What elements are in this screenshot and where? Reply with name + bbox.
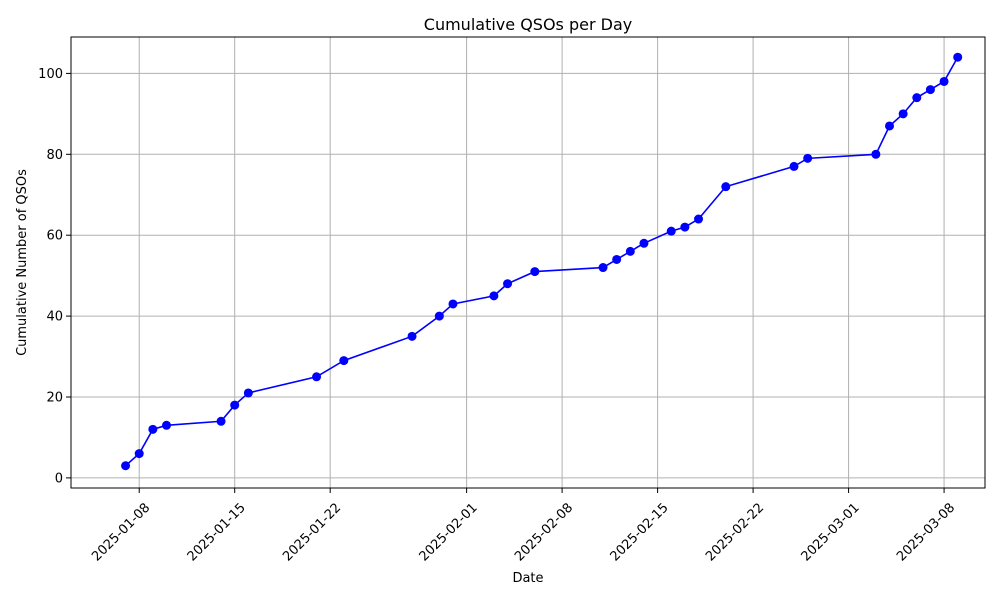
data-point [598, 263, 608, 273]
y-tick-label: 40 [46, 310, 63, 325]
x-tick-label: 2025-01-15 [185, 500, 249, 564]
data-point [885, 121, 895, 131]
x-tick-label: 2025-01-22 [280, 500, 344, 564]
data-point [530, 267, 540, 277]
data-point [407, 331, 417, 341]
data-point [161, 420, 171, 430]
y-axis-ticks: 0 20 40 60 80 100 [38, 67, 71, 486]
data-point [503, 279, 513, 289]
data-point [912, 93, 922, 103]
data-point [789, 161, 799, 171]
y-tick-label: 100 [38, 67, 63, 82]
data-point [803, 153, 813, 163]
y-tick-label: 60 [46, 229, 63, 244]
data-point [230, 400, 240, 410]
chart-title: Cumulative QSOs per Day [424, 15, 632, 34]
data-point [216, 416, 226, 426]
data-point [312, 372, 322, 382]
x-tick-label: 2025-01-08 [89, 500, 153, 564]
data-point [925, 85, 935, 95]
data-point [134, 449, 144, 459]
data-point [339, 356, 349, 366]
grid-lines [71, 37, 985, 488]
x-tick-label: 2025-02-08 [512, 500, 576, 564]
data-point [680, 222, 690, 232]
data-point [625, 246, 635, 256]
x-axis-label: Date [512, 571, 543, 586]
data-point [448, 299, 458, 309]
x-tick-label: 2025-02-01 [417, 500, 481, 564]
data-point [953, 52, 963, 62]
y-axis-label: Cumulative Number of QSOs [15, 169, 30, 356]
data-point [721, 182, 731, 192]
y-tick-label: 20 [46, 390, 63, 405]
y-tick-label: 80 [46, 148, 63, 163]
series-layer [121, 52, 963, 471]
data-point [489, 291, 499, 301]
series-line [125, 56, 959, 467]
data-point [898, 109, 908, 119]
data-point [148, 424, 158, 434]
x-tick-label: 2025-02-22 [703, 500, 767, 564]
data-point [639, 238, 649, 248]
y-tick-label: 0 [55, 471, 63, 486]
x-tick-label: 2025-03-08 [894, 500, 958, 564]
data-point [434, 311, 444, 321]
x-axis-ticks: 2025-01-08 2025-01-15 2025-01-22 2025-02-01… [89, 488, 958, 564]
data-point [871, 149, 881, 159]
data-point [666, 226, 676, 236]
data-point [694, 214, 704, 224]
x-tick-label: 2025-02-15 [608, 500, 672, 564]
data-point [243, 388, 253, 398]
x-tick-label: 2025-03-01 [799, 500, 863, 564]
data-point [612, 254, 622, 264]
plot-area-frame [70, 36, 986, 489]
data-point [121, 461, 131, 471]
data-point [939, 76, 949, 86]
